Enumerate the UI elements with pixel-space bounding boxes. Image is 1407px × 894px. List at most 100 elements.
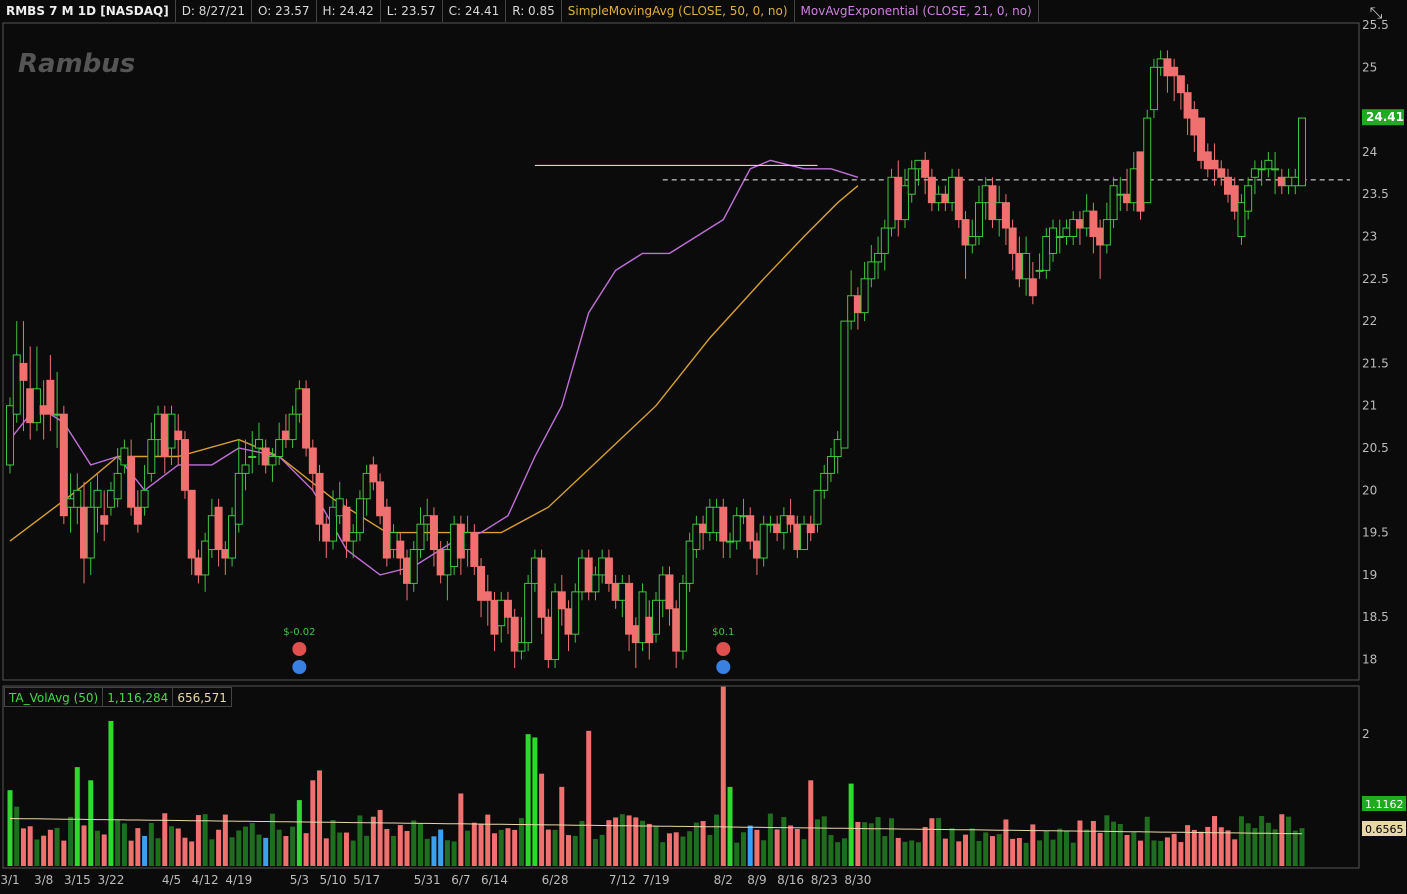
candle-up	[1244, 185, 1253, 212]
date-tick-label: 8/2	[714, 873, 733, 887]
volume-bar-down	[1185, 825, 1191, 866]
volume-bar-up	[1259, 816, 1265, 866]
volume-bar-down	[855, 821, 861, 866]
candle-down	[894, 176, 903, 221]
candle-up	[678, 582, 687, 652]
candle-down	[369, 464, 378, 483]
volume-bar-down	[222, 814, 228, 866]
volume-bar-down	[922, 826, 928, 866]
date-tick-label: 5/10	[320, 873, 347, 887]
candle-up	[779, 515, 788, 534]
candle-up	[268, 455, 277, 466]
candle-down	[436, 549, 445, 576]
earnings-label: $-0.02	[283, 627, 315, 638]
volume-bar-up	[1043, 830, 1049, 866]
candle-up	[234, 472, 243, 525]
candle-up	[86, 506, 95, 559]
low-label: L: 23.57	[381, 0, 443, 22]
price-tick-label: 19.5	[1362, 526, 1389, 540]
expand-icon[interactable]: ⤡	[1369, 3, 1383, 22]
candle-up	[167, 413, 176, 449]
volume-bar-up	[841, 838, 847, 866]
volume-bar-up	[108, 720, 114, 866]
candle-up	[1156, 58, 1165, 68]
volume-bar-up	[1131, 832, 1137, 866]
price-tick-label: 25.5	[1362, 18, 1389, 32]
candle-up	[329, 506, 337, 542]
candle-up	[618, 582, 627, 601]
candle-up	[685, 540, 694, 584]
candle-down	[699, 523, 708, 534]
volume-bar-up	[815, 819, 820, 866]
ema-study-label[interactable]: MovAvgExponential (CLOSE, 21, 0, no)	[795, 0, 1039, 22]
candle-up	[120, 447, 129, 466]
symbol-label[interactable]: RMBS 7 M 1D [NASDAQ]	[0, 0, 176, 22]
candle-up	[1284, 176, 1293, 187]
volume-bar-up	[949, 828, 955, 866]
date-tick-label: 5/17	[353, 873, 380, 887]
candle-up	[409, 549, 418, 584]
volume-bar-down	[1171, 833, 1177, 866]
candle-up	[840, 320, 849, 449]
candle-down	[376, 481, 385, 517]
volume-bar-up	[296, 800, 302, 866]
candle-up	[207, 515, 216, 551]
candle-up	[759, 523, 768, 559]
candle-up	[1102, 219, 1111, 246]
price-tick-label: 25	[1362, 60, 1377, 74]
volume-bar-up	[236, 830, 242, 866]
candle-down	[127, 455, 136, 508]
candle-up	[1082, 210, 1091, 229]
volume-bar-down	[505, 828, 511, 866]
volume-bar-up	[391, 835, 397, 866]
volume-bar-up	[330, 819, 336, 866]
candle-up	[981, 185, 990, 204]
last-price-badge	[1362, 109, 1404, 126]
candle-up	[652, 599, 660, 635]
volume-bar-down	[626, 815, 632, 866]
candle-up	[93, 489, 102, 508]
volume-bar-down	[1090, 821, 1096, 866]
volume-bar-down	[485, 814, 491, 866]
sma-study-label[interactable]: SimpleMovingAvg (CLOSE, 50, 0, no)	[562, 0, 795, 22]
volume-average-value: 656,571	[173, 687, 232, 707]
volume-bar-up	[619, 814, 625, 866]
volume-bar-up	[599, 834, 605, 866]
open-label: O: 23.57	[252, 0, 317, 22]
candle-down	[544, 616, 553, 661]
candle-up	[820, 472, 829, 491]
date-tick-label: 5/3	[290, 873, 309, 887]
candle-up	[739, 515, 748, 518]
volume-bar-down	[1225, 830, 1231, 866]
volume-bar-down	[700, 821, 706, 866]
candle-down	[194, 557, 203, 576]
volume-bar-up	[14, 806, 20, 866]
candle-up	[6, 405, 14, 466]
volume-bar-down	[1212, 816, 1218, 866]
volume-study-label[interactable]: TA_VolAvg (50)	[4, 687, 104, 707]
high-label: H: 24.42	[317, 0, 381, 22]
earnings-icon	[716, 642, 731, 656]
volume-bar-down	[47, 829, 53, 866]
volume-bar-down	[808, 780, 814, 866]
volume-bar-up	[1292, 830, 1298, 866]
volume-bar-up	[882, 836, 888, 866]
volume-avg-badge	[1362, 821, 1406, 836]
candle-down	[80, 506, 89, 559]
volume-bar-up	[1023, 842, 1029, 866]
candle-down	[1210, 159, 1219, 170]
volume-bar-up	[249, 822, 255, 866]
candle-up	[1035, 269, 1044, 272]
candle-up	[147, 439, 156, 474]
volume-bar-down	[216, 829, 222, 866]
volume-bar-up	[1050, 839, 1056, 866]
candle-down	[672, 608, 681, 652]
volume-bar-up	[115, 819, 121, 866]
volume-bar-down	[182, 837, 188, 866]
candle-down	[665, 574, 674, 610]
volume-bar-up	[290, 826, 296, 866]
candle-up	[1271, 168, 1280, 171]
candle-down	[382, 506, 391, 559]
volume-bar-down	[128, 840, 134, 866]
